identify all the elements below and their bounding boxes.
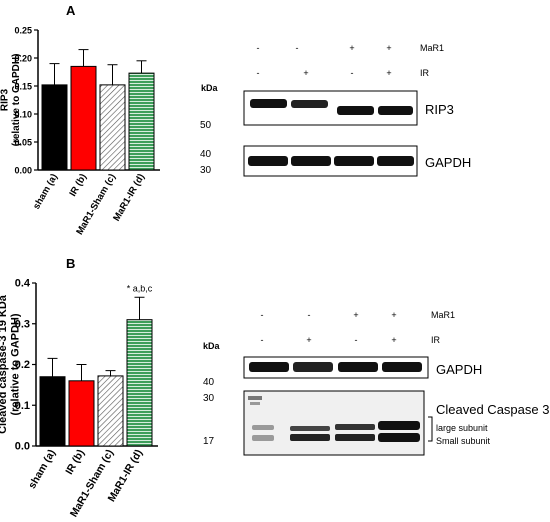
blot-a-mar1-sign-2: -: [296, 43, 299, 53]
y-tick-label: 0.00: [14, 166, 32, 176]
blot-a-ir-sign-1: -: [257, 68, 260, 78]
blot-b-ir-sign-2: +: [306, 335, 311, 345]
bar-3: [99, 84, 126, 171]
chart-b: 0.0 0.1 0.2 0.3 0.4 Cleaved caspase-3 19 KDa(…: [0, 278, 158, 519]
bar-4: [128, 72, 155, 171]
subunit-bracket: [428, 416, 433, 442]
blot-a-rip3-label: RIP3: [425, 102, 454, 117]
blot-b-small-subunit-label: Small subunit: [436, 436, 491, 446]
blot-a-ir-sign-2: +: [303, 68, 308, 78]
blot-b-mar1-label: MaR1: [431, 310, 455, 320]
blot-b-marker-30: 30: [203, 393, 215, 404]
blot-a-ir-label: IR: [420, 68, 430, 78]
blot-a-marker-50: 50: [200, 120, 212, 131]
blot-b-mar1-sign-4: +: [391, 310, 396, 320]
y-tick-label: 0.4: [15, 278, 31, 290]
y-tick-label: 0.1: [15, 400, 30, 412]
category-label-2: IR (b): [63, 448, 87, 477]
blot-a-kda-label: kDa: [201, 83, 219, 93]
y-tick-label: 0.10: [14, 110, 32, 120]
blot-b-marker-17: 17: [203, 436, 215, 447]
y-axis-label: RIP3(relative to GAPDH): [0, 54, 22, 147]
blot-b-mar1-sign-2: -: [308, 310, 311, 320]
y-tick-label: 0.25: [14, 26, 32, 36]
blot-a-mar1-sign-1: -: [257, 43, 260, 53]
blot-a-gapdh: [243, 145, 418, 177]
blot-b-ir-label: IR: [431, 335, 441, 345]
blot-a-mar1-label: MaR1: [420, 43, 444, 53]
bar-2: [70, 65, 97, 171]
bar-1: [41, 84, 68, 171]
blot-b-ir-sign-4: +: [391, 335, 396, 345]
blot-b-mar1-sign-3: +: [353, 310, 358, 320]
blot-a-gapdh-label: GAPDH: [425, 155, 471, 170]
blot-a-marker-30: 30: [200, 165, 212, 176]
blot-b-ir-sign-3: -: [355, 335, 358, 345]
y-tick-label: 0.0: [15, 441, 30, 453]
blot-b-marker-40: 40: [203, 377, 215, 388]
blot-b-gapdh: [243, 356, 429, 379]
blot-b-large-subunit-label: large subunit: [436, 423, 488, 433]
chart-a: 0.00 0.05 0.10 0.15 0.20 0.25 RIP3(relative to…: [0, 26, 160, 237]
blot-a-mar1-sign-3: +: [349, 43, 354, 53]
blot-a-header: - - + + MaR1 - + - + IR: [257, 43, 445, 78]
blot-b-caspase-label: Cleaved Caspase 3: [436, 402, 549, 417]
y-tick-label: 0.05: [14, 138, 32, 148]
blot-a-marker-40: 40: [200, 149, 212, 160]
blot-b-gapdh-label: GAPDH: [436, 362, 482, 377]
category-label-2: IR (b): [67, 172, 89, 199]
y-tick-label: 0.20: [14, 54, 32, 64]
blot-b-header: - - + + MaR1 - + - + IR: [261, 310, 456, 345]
blot-b-ir-sign-1: -: [261, 335, 264, 345]
blot-b-kda-label: kDa: [203, 341, 221, 351]
y-axis-label: Cleaved caspase-3 19 KDa(relative to GAP…: [0, 294, 22, 434]
panel-a-label: A: [66, 3, 76, 18]
y-tick-label: 0.2: [15, 359, 30, 371]
blot-a-rip3: [243, 90, 418, 126]
significance-annotation: * a,b,c: [127, 283, 153, 293]
bar-3: [97, 375, 124, 447]
blot-a-ir-sign-3: -: [351, 68, 354, 78]
bar-1: [39, 376, 66, 447]
blot-b-mar1-sign-1: -: [261, 310, 264, 320]
blot-b-caspase: [243, 390, 425, 456]
blot-a-ir-sign-4: +: [386, 68, 391, 78]
bar-4: [126, 319, 153, 447]
category-label-1: sham (a): [31, 172, 60, 211]
y-tick-label: 0.15: [14, 82, 32, 92]
category-label-1: sham (a): [26, 448, 58, 491]
y-tick-label: 0.3: [15, 318, 30, 330]
panel-b-label: B: [66, 256, 75, 271]
bar-2: [68, 380, 95, 447]
blot-a-mar1-sign-4: +: [386, 43, 391, 53]
